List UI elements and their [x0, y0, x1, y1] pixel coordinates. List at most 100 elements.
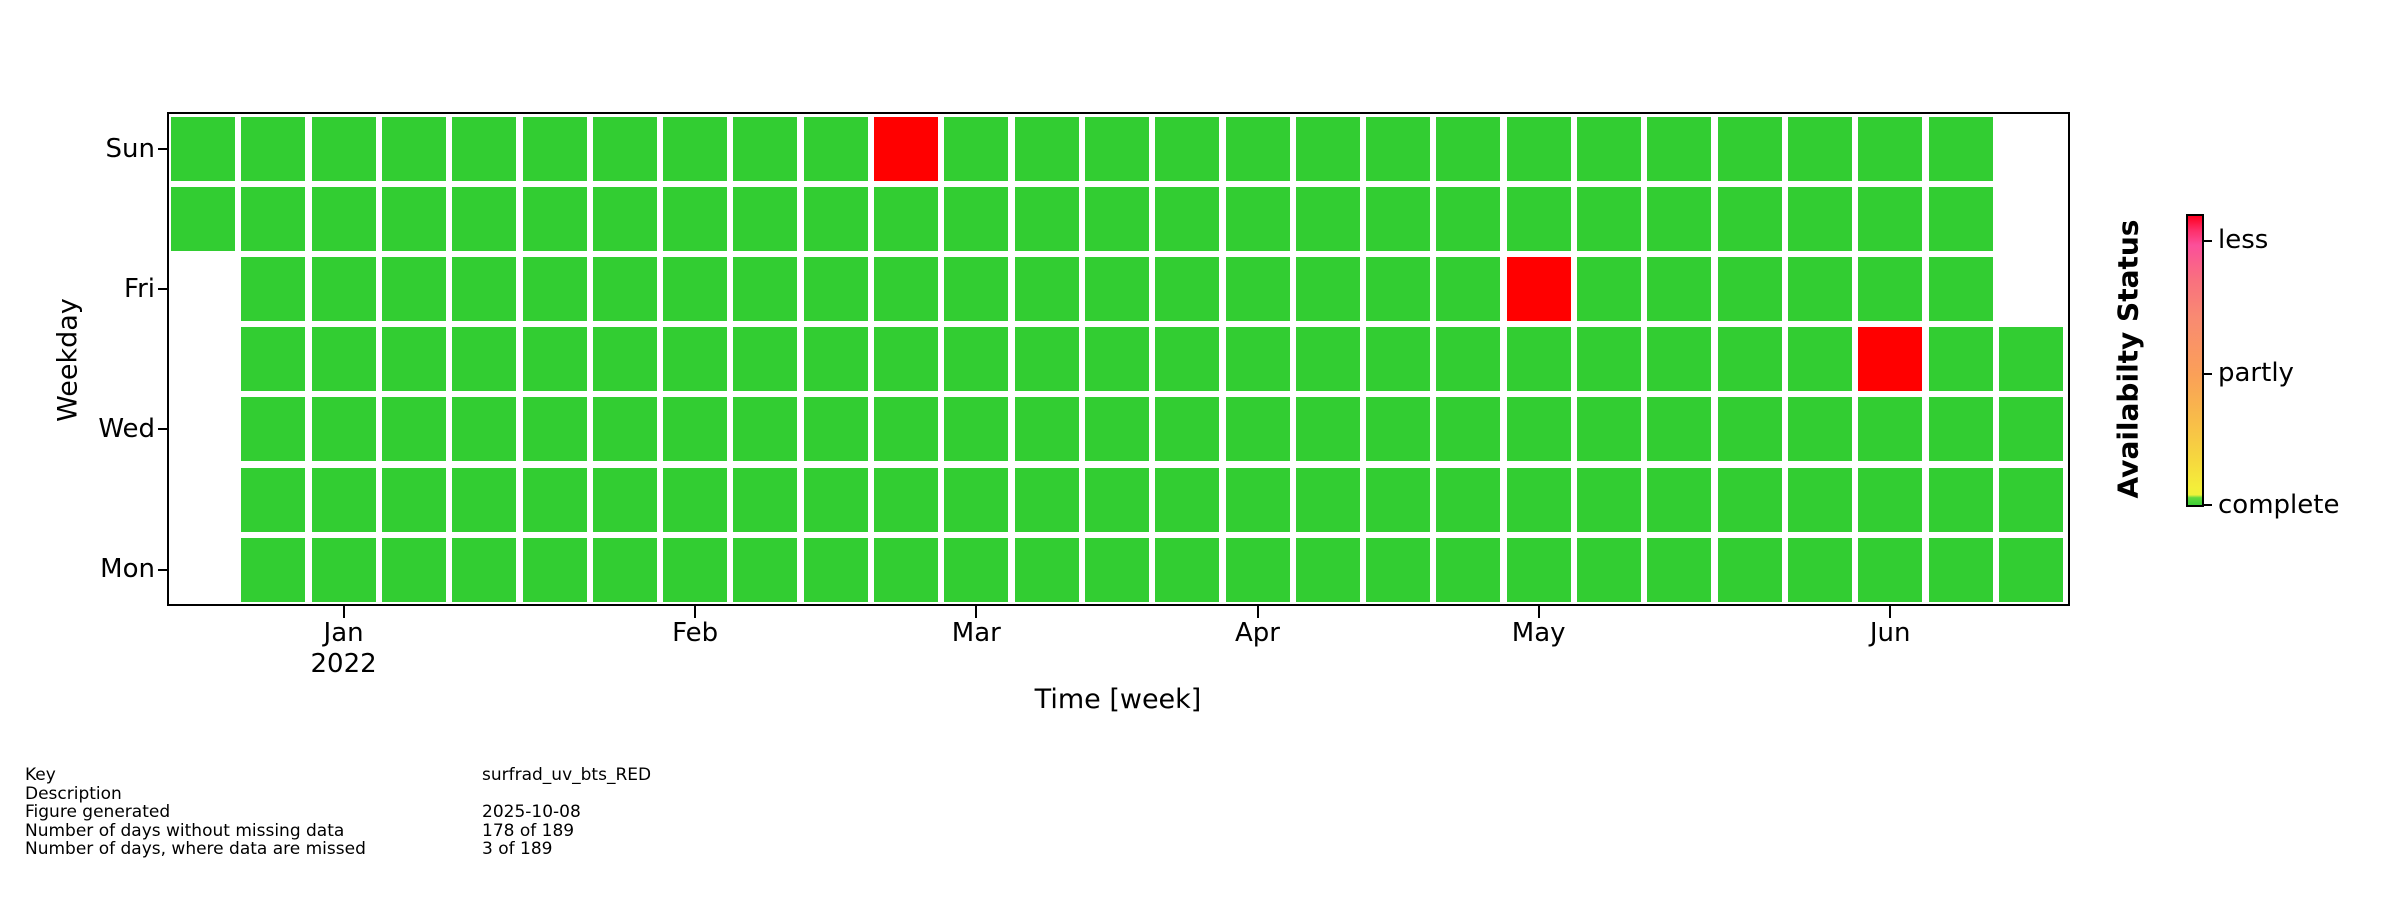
x-axis-tick-label: Feb: [672, 618, 719, 648]
heatmap-cell-available: [1295, 117, 1360, 181]
heatmap-cell-available: [803, 187, 868, 252]
y-axis-tick-label: Sun: [105, 133, 155, 164]
x-axis-tick-mark: [1889, 606, 1892, 618]
x-axis-tick-label: May: [1511, 618, 1566, 648]
metadata-label: Key: [25, 765, 56, 785]
availability-colorbar: [2186, 214, 2204, 507]
heatmap-cell-available: [1084, 467, 1149, 532]
x-axis-title: Time [week]: [1034, 684, 1202, 715]
heatmap-cell-available: [452, 467, 517, 532]
heatmap-cell-available: [663, 187, 728, 252]
heatmap-cell-available: [1577, 327, 1641, 392]
heatmap-cell-available: [592, 117, 657, 181]
heatmap-cell-available: [1295, 467, 1360, 532]
heatmap-cell-available: [311, 537, 376, 602]
heatmap-cell-available: [1647, 117, 1712, 181]
heatmap-cell-available: [1928, 537, 1993, 602]
heatmap-cell-available: [1577, 537, 1641, 602]
heatmap-cell-available: [1647, 257, 1712, 322]
heatmap-cell-available: [452, 327, 517, 392]
heatmap-cell-available: [874, 537, 938, 602]
heatmap-cell-available: [1436, 397, 1501, 462]
heatmap-cell-available: [1366, 117, 1431, 181]
x-axis-tick-mark: [1537, 606, 1540, 618]
heatmap-cell-available: [241, 537, 306, 602]
metadata-value: 3 of 189: [482, 839, 553, 860]
heatmap-cell-available: [592, 257, 657, 322]
heatmap-cell-available: [1014, 187, 1079, 252]
metadata-row: Description: [25, 783, 825, 804]
x-axis-tick-mark: [694, 606, 697, 618]
heatmap-cell-available: [733, 187, 798, 252]
heatmap-cell-available: [874, 397, 938, 462]
heatmap-cell-available: [1858, 117, 1923, 181]
heatmap-cell-available: [874, 187, 938, 252]
heatmap-cell-available: [1717, 187, 1782, 252]
heatmap-cell-available: [1858, 467, 1923, 532]
heatmap-cell-available: [1577, 467, 1641, 532]
heatmap-cell-available: [1928, 327, 1993, 392]
heatmap-cell-available: [1366, 257, 1431, 322]
heatmap-cell-available: [1787, 467, 1852, 532]
heatmap-cell-available: [1717, 537, 1782, 602]
heatmap-cell-available: [1717, 467, 1782, 532]
heatmap-cell-available: [241, 117, 306, 181]
heatmap-cell-available: [1717, 117, 1782, 181]
metadata-row: Figure generated 2025-10-08: [25, 803, 825, 822]
heatmap-cell-available: [311, 257, 376, 322]
heatmap-cell-available: [944, 327, 1009, 392]
heatmap-cell-available: [1295, 537, 1360, 602]
metadata-value: 2025-10-08: [482, 802, 581, 823]
heatmap-cell-available: [1295, 187, 1360, 252]
heatmap-cell-available: [1717, 257, 1782, 322]
heatmap-cell-available: [1928, 187, 1993, 252]
heatmap-cell-available: [1225, 327, 1290, 392]
metadata-value: surfrad_uv_bts_RED: [482, 765, 652, 785]
heatmap-cell-available: [311, 117, 376, 181]
heatmap-cell-available: [1998, 467, 2063, 532]
heatmap-cell-available: [311, 397, 376, 462]
heatmap-cell-available: [381, 327, 446, 392]
metadata-row: Number of days without missing data 178 o…: [25, 821, 825, 841]
heatmap-cell-available: [1436, 537, 1501, 602]
heatmap-cell-available: [522, 327, 587, 392]
heatmap-cell-available: [241, 187, 306, 252]
heatmap-cell-available: [1155, 397, 1220, 462]
heatmap-cell-available: [381, 397, 446, 462]
heatmap-cell-available: [1366, 397, 1431, 462]
heatmap-cell-missing: [874, 117, 938, 181]
heatmap-cell-available: [311, 187, 376, 252]
x-axis-tick-label: Jun: [1869, 618, 1911, 648]
colorbar-tick-label: less: [2218, 225, 2269, 256]
metadata-label: Description: [25, 783, 122, 804]
colorbar-title: Availabilty Status: [2111, 219, 2145, 499]
heatmap-cell-available: [1084, 537, 1149, 602]
heatmap-cell-available: [803, 537, 868, 602]
heatmap-cell-available: [171, 117, 235, 181]
heatmap-cell-available: [311, 467, 376, 532]
heatmap-cell-available: [381, 257, 446, 322]
y-axis-tick-mark: [158, 428, 167, 431]
x-axis-year-label: 2022: [310, 649, 377, 679]
heatmap-cell-available: [1858, 537, 1923, 602]
metadata-row: Key surfrad_uv_bts_RED: [25, 766, 825, 785]
heatmap-cell-available: [1155, 257, 1220, 322]
heatmap-cell-available: [452, 187, 517, 252]
heatmap-cell-available: [1928, 397, 1993, 462]
heatmap-cell-available: [1225, 397, 1290, 462]
heatmap-cell-available: [171, 187, 235, 252]
heatmap-cell-available: [1858, 257, 1923, 322]
heatmap-cell-available: [381, 187, 446, 252]
y-axis-tick-label: Mon: [100, 554, 155, 585]
heatmap-cell-available: [1225, 257, 1290, 322]
heatmap-cell-available: [1928, 467, 1993, 532]
heatmap-cell-available: [733, 397, 798, 462]
heatmap-cell-available: [1366, 467, 1431, 532]
heatmap-cell-available: [1014, 257, 1079, 322]
heatmap-cell-available: [803, 117, 868, 181]
heatmap-cell-available: [1225, 117, 1290, 181]
heatmap-cell-available: [874, 327, 938, 392]
availability-heatmap: [167, 112, 2070, 606]
heatmap-cell-available: [452, 257, 517, 322]
